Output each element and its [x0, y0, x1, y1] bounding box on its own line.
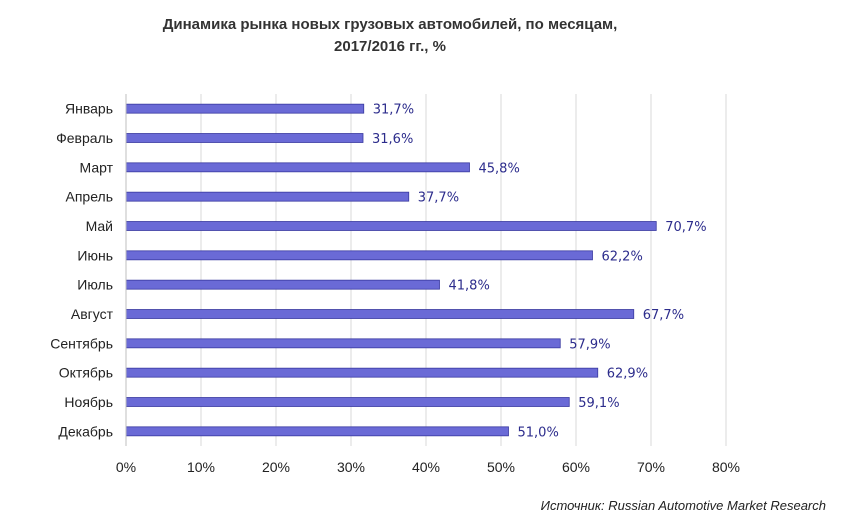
bar-4: [125, 191, 410, 202]
data-label-8: 67,7%: [643, 308, 684, 323]
bar-11: [125, 397, 570, 407]
category-label-2: Февраль: [56, 130, 113, 146]
data-label-3: 45,8%: [479, 161, 520, 176]
bar-12: [125, 426, 509, 437]
x-tick-label-40: 40%: [412, 459, 440, 475]
category-label-11: Ноябрь: [64, 394, 113, 410]
category-label-7: Июль: [77, 277, 113, 293]
bar-1: [125, 103, 365, 114]
category-label-10: Октябрь: [59, 365, 113, 381]
chart-title: Динамика рынка новых грузовых автомобиле…: [162, 16, 618, 33]
data-label-2: 31,6%: [372, 132, 413, 147]
chart-title-block: Динамика рынка новых грузовых автомобиле…: [0, 14, 780, 58]
bar-6: [125, 250, 593, 261]
data-label-5: 70,7%: [665, 220, 706, 235]
bar-7: [125, 279, 440, 290]
bar-8: [125, 309, 635, 319]
data-label-4: 37,7%: [418, 191, 459, 206]
category-label-3: Март: [80, 159, 114, 175]
bar-5: [125, 221, 657, 231]
category-label-1: Январь: [65, 101, 113, 117]
x-tick-label-60: 60%: [562, 459, 590, 475]
x-tick-label-0: 0%: [116, 459, 136, 475]
x-tick-label-70: 70%: [637, 459, 665, 475]
category-label-5: Май: [86, 218, 113, 234]
category-label-4: Апрель: [66, 189, 114, 205]
bar-9: [125, 338, 561, 349]
x-tick-label-50: 50%: [487, 459, 515, 475]
bar-3: [125, 162, 470, 173]
x-tick-label-20: 20%: [262, 459, 290, 475]
bar-2: [125, 133, 364, 143]
x-tick-label-30: 30%: [337, 459, 365, 475]
chart-subtitle: 2017/2016 гг., %: [334, 38, 446, 55]
x-tick-label-80: 80%: [712, 459, 740, 475]
bar-10: [125, 367, 599, 378]
data-label-9: 57,9%: [569, 337, 610, 352]
category-label-8: Август: [71, 306, 114, 322]
category-label-9: Сентябрь: [50, 335, 113, 351]
data-label-6: 62,2%: [602, 249, 643, 264]
source-note: Источник: Russian Automotive Market Rese…: [540, 498, 826, 513]
data-label-1: 31,7%: [373, 103, 414, 118]
x-tick-label-10: 10%: [187, 459, 215, 475]
data-label-7: 41,8%: [449, 279, 490, 294]
data-label-10: 62,9%: [607, 367, 648, 382]
category-label-6: Июнь: [77, 247, 113, 263]
data-label-12: 51,0%: [518, 425, 559, 440]
category-label-12: Декабрь: [58, 423, 113, 439]
data-label-11: 59,1%: [578, 396, 619, 411]
